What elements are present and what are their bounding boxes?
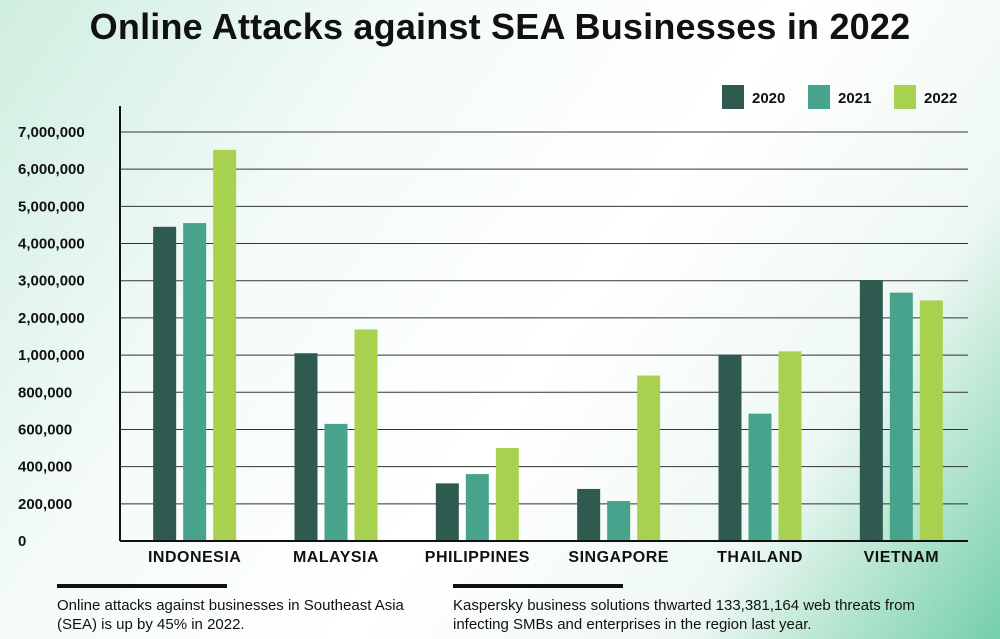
note-rule bbox=[57, 584, 227, 588]
legend-swatch-2020 bbox=[722, 85, 744, 109]
bars bbox=[153, 149, 943, 541]
bar-vietnam-2020 bbox=[859, 279, 883, 541]
note-text: Online attacks against businesses in Sou… bbox=[57, 597, 404, 633]
y-tick-label: 3,000,000 bbox=[18, 273, 85, 290]
y-tick-label: 0 bbox=[18, 533, 26, 550]
legend-swatch-2022 bbox=[894, 85, 916, 109]
y-tick-label: 600,000 bbox=[18, 421, 72, 438]
bar-indonesia-2022 bbox=[213, 149, 237, 541]
bar-singapore-2022 bbox=[637, 375, 661, 541]
note-threats-thwarted: Kaspersky business solutions thwarted 13… bbox=[453, 584, 953, 634]
y-tick-label: 5,000,000 bbox=[18, 198, 85, 215]
legend: 2020 2021 2022 bbox=[722, 85, 957, 109]
legend-label-2021: 2021 bbox=[838, 90, 871, 107]
x-category-label: PHILIPPINES bbox=[425, 549, 530, 566]
bar-indonesia-2021 bbox=[183, 223, 207, 541]
y-tick-label: 1,000,000 bbox=[18, 347, 85, 364]
bar-indonesia-2020 bbox=[153, 226, 177, 541]
legend-label-2022: 2022 bbox=[924, 90, 957, 107]
legend-swatch-2021 bbox=[808, 85, 830, 109]
bar-malaysia-2020 bbox=[294, 353, 318, 541]
y-tick-label: 7,000,000 bbox=[18, 124, 85, 141]
bar-singapore-2021 bbox=[607, 501, 631, 541]
note-attacks-growth: Online attacks against businesses in Sou… bbox=[57, 584, 437, 634]
y-tick-label: 200,000 bbox=[18, 496, 72, 513]
x-category-label: INDONESIA bbox=[148, 549, 241, 566]
bar-malaysia-2022 bbox=[354, 329, 378, 541]
y-tick-label: 2,000,000 bbox=[18, 310, 85, 327]
y-tick-label: 800,000 bbox=[18, 384, 72, 401]
x-axis-category-labels: INDONESIA MALAYSIA PHILIPPINES SINGAPORE THA… bbox=[148, 549, 939, 566]
chart-title: Online Attacks against SEA Businesses in… bbox=[89, 6, 911, 47]
bar-vietnam-2022 bbox=[919, 300, 943, 541]
note-text: Kaspersky business solutions thwarted 13… bbox=[453, 597, 915, 633]
bar-thailand-2021 bbox=[748, 413, 772, 541]
legend-label-2020: 2020 bbox=[752, 90, 785, 107]
x-category-label: VIETNAM bbox=[864, 549, 940, 566]
bar-vietnam-2021 bbox=[889, 292, 913, 541]
bar-philippines-2020 bbox=[435, 483, 459, 541]
bar-singapore-2020 bbox=[577, 488, 601, 541]
bar-philippines-2021 bbox=[465, 474, 489, 541]
bar-thailand-2022 bbox=[778, 351, 802, 541]
gridlines bbox=[120, 131, 968, 505]
y-tick-label: 400,000 bbox=[18, 459, 72, 476]
bar-philippines-2022 bbox=[495, 448, 519, 541]
bar-thailand-2020 bbox=[718, 354, 742, 541]
bar-malaysia-2021 bbox=[324, 423, 348, 541]
x-category-label: MALAYSIA bbox=[293, 549, 379, 566]
y-axis-tick-labels: 0 200,000 400,000 600,000 800,000 1,000,000 2,… bbox=[18, 124, 85, 550]
x-category-label: SINGAPORE bbox=[568, 549, 669, 566]
note-rule bbox=[453, 584, 623, 588]
y-tick-label: 6,000,000 bbox=[18, 161, 85, 178]
x-category-label: THAILAND bbox=[717, 549, 803, 566]
y-tick-label: 4,000,000 bbox=[18, 236, 85, 253]
